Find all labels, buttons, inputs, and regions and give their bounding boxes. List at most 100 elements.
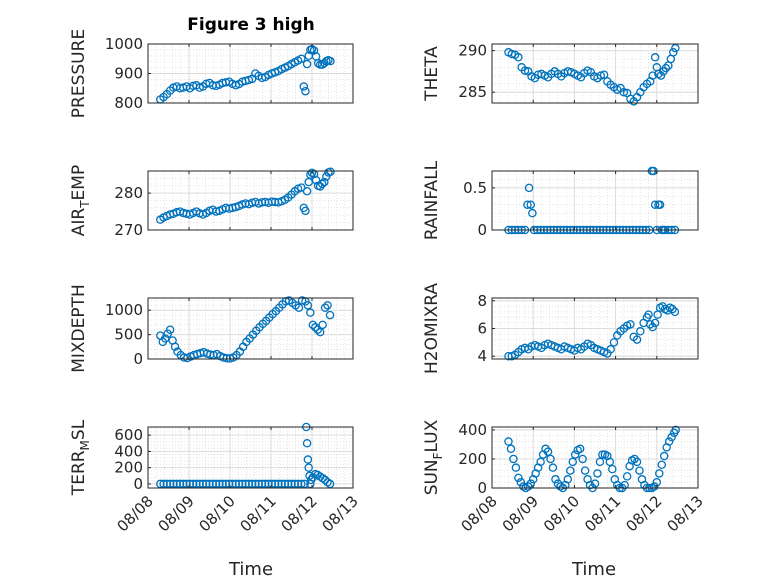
x-axis-label-left: Time [228,559,273,580]
y-tick-label: 6 [477,320,487,338]
data-point [650,318,660,328]
y-axis-label: TERRMSL [69,419,92,496]
data-point [590,479,600,488]
data-point [632,335,642,344]
data-point [568,457,578,467]
data-point [524,183,534,193]
axes-box [147,426,354,489]
data-point [563,475,573,484]
data-point [566,466,575,475]
data-point [303,301,313,310]
data-point [664,437,674,446]
data-point [599,70,609,79]
data-point [655,200,665,209]
data-point [578,454,587,464]
y-tick-label: 1000 [105,35,143,53]
data-point [548,463,558,472]
data-point [656,71,666,80]
y-tick-label: 0 [133,350,143,368]
axes-box [491,43,699,104]
y-tick-label: 0.5 [463,179,487,197]
data-point [644,310,653,319]
panel-rainfall: 0 0.5 RAINFALL [422,160,699,240]
data-point [306,308,315,317]
y-tick-label: 900 [114,65,143,83]
data-point [570,450,580,459]
y-tick-label: 200 [458,450,487,468]
data-point [632,457,642,467]
data-point [609,338,619,347]
x-axis-label-right: Time [571,559,616,580]
data-point [317,179,327,189]
data-point [536,457,545,467]
y-axis-label: MIXDEPTH [69,284,89,373]
data-point [580,466,590,475]
data-point [606,345,615,354]
data-point [620,480,629,490]
y-tick-label: 1000 [105,301,143,319]
y-axis-label: SUNFLUX [422,419,445,495]
data-point [668,304,677,314]
y-axis-label: AIRTEMP [69,165,92,236]
data-point [598,450,607,459]
y-tick-label: 600 [114,426,143,444]
data-point [605,457,615,467]
data-point [323,301,332,310]
data-point [297,183,306,192]
data-point [551,475,560,484]
y-tick-label: 0 [133,475,143,493]
data-point [315,327,325,337]
data-point [670,307,680,317]
data-point [320,475,330,485]
data-point [636,327,645,336]
data-point [650,53,660,62]
y-tick-label: 270 [114,221,143,239]
data-point [511,463,521,472]
y-tick-label: 285 [458,83,487,101]
data-point [543,447,553,456]
data-point [309,46,319,55]
data-point [657,460,666,470]
data-point [622,472,632,481]
data-point [322,172,331,181]
panel-h2omixra: 4 6 8 H2OMIXRA [422,283,699,374]
data-point [650,482,659,491]
data-point [596,71,606,80]
data-point [671,425,681,435]
figure-title: Figure 3 high [187,15,315,35]
data-point [593,469,602,478]
series-theta [504,43,680,106]
data-point [526,200,535,209]
data-point [303,455,313,464]
data-point [520,66,530,75]
data-point [326,167,335,176]
data-point [311,323,320,332]
data-point [509,454,518,464]
data-point [507,49,517,59]
axes-box [491,170,699,231]
data-point [516,477,526,487]
data-point [301,206,310,216]
data-point [575,444,585,454]
y-tick-label: 0 [477,479,487,497]
data-point [659,451,669,461]
data-point [648,71,657,80]
data-point [299,82,309,91]
data-point [302,59,312,69]
data-point [619,87,629,97]
data-point [320,303,330,313]
data-point [645,320,655,329]
data-point [546,454,555,464]
data-point [506,444,516,454]
data-point [297,54,306,64]
y-tick-label: 800 [114,94,143,112]
data-point [667,432,676,442]
data-point [170,342,180,352]
data-point [635,466,644,475]
data-point [311,175,321,185]
data-point [301,86,310,96]
plot-area [492,427,698,488]
y-axis-label: H2OMIXRA [422,283,442,374]
y-tick-label: 8 [477,292,487,310]
